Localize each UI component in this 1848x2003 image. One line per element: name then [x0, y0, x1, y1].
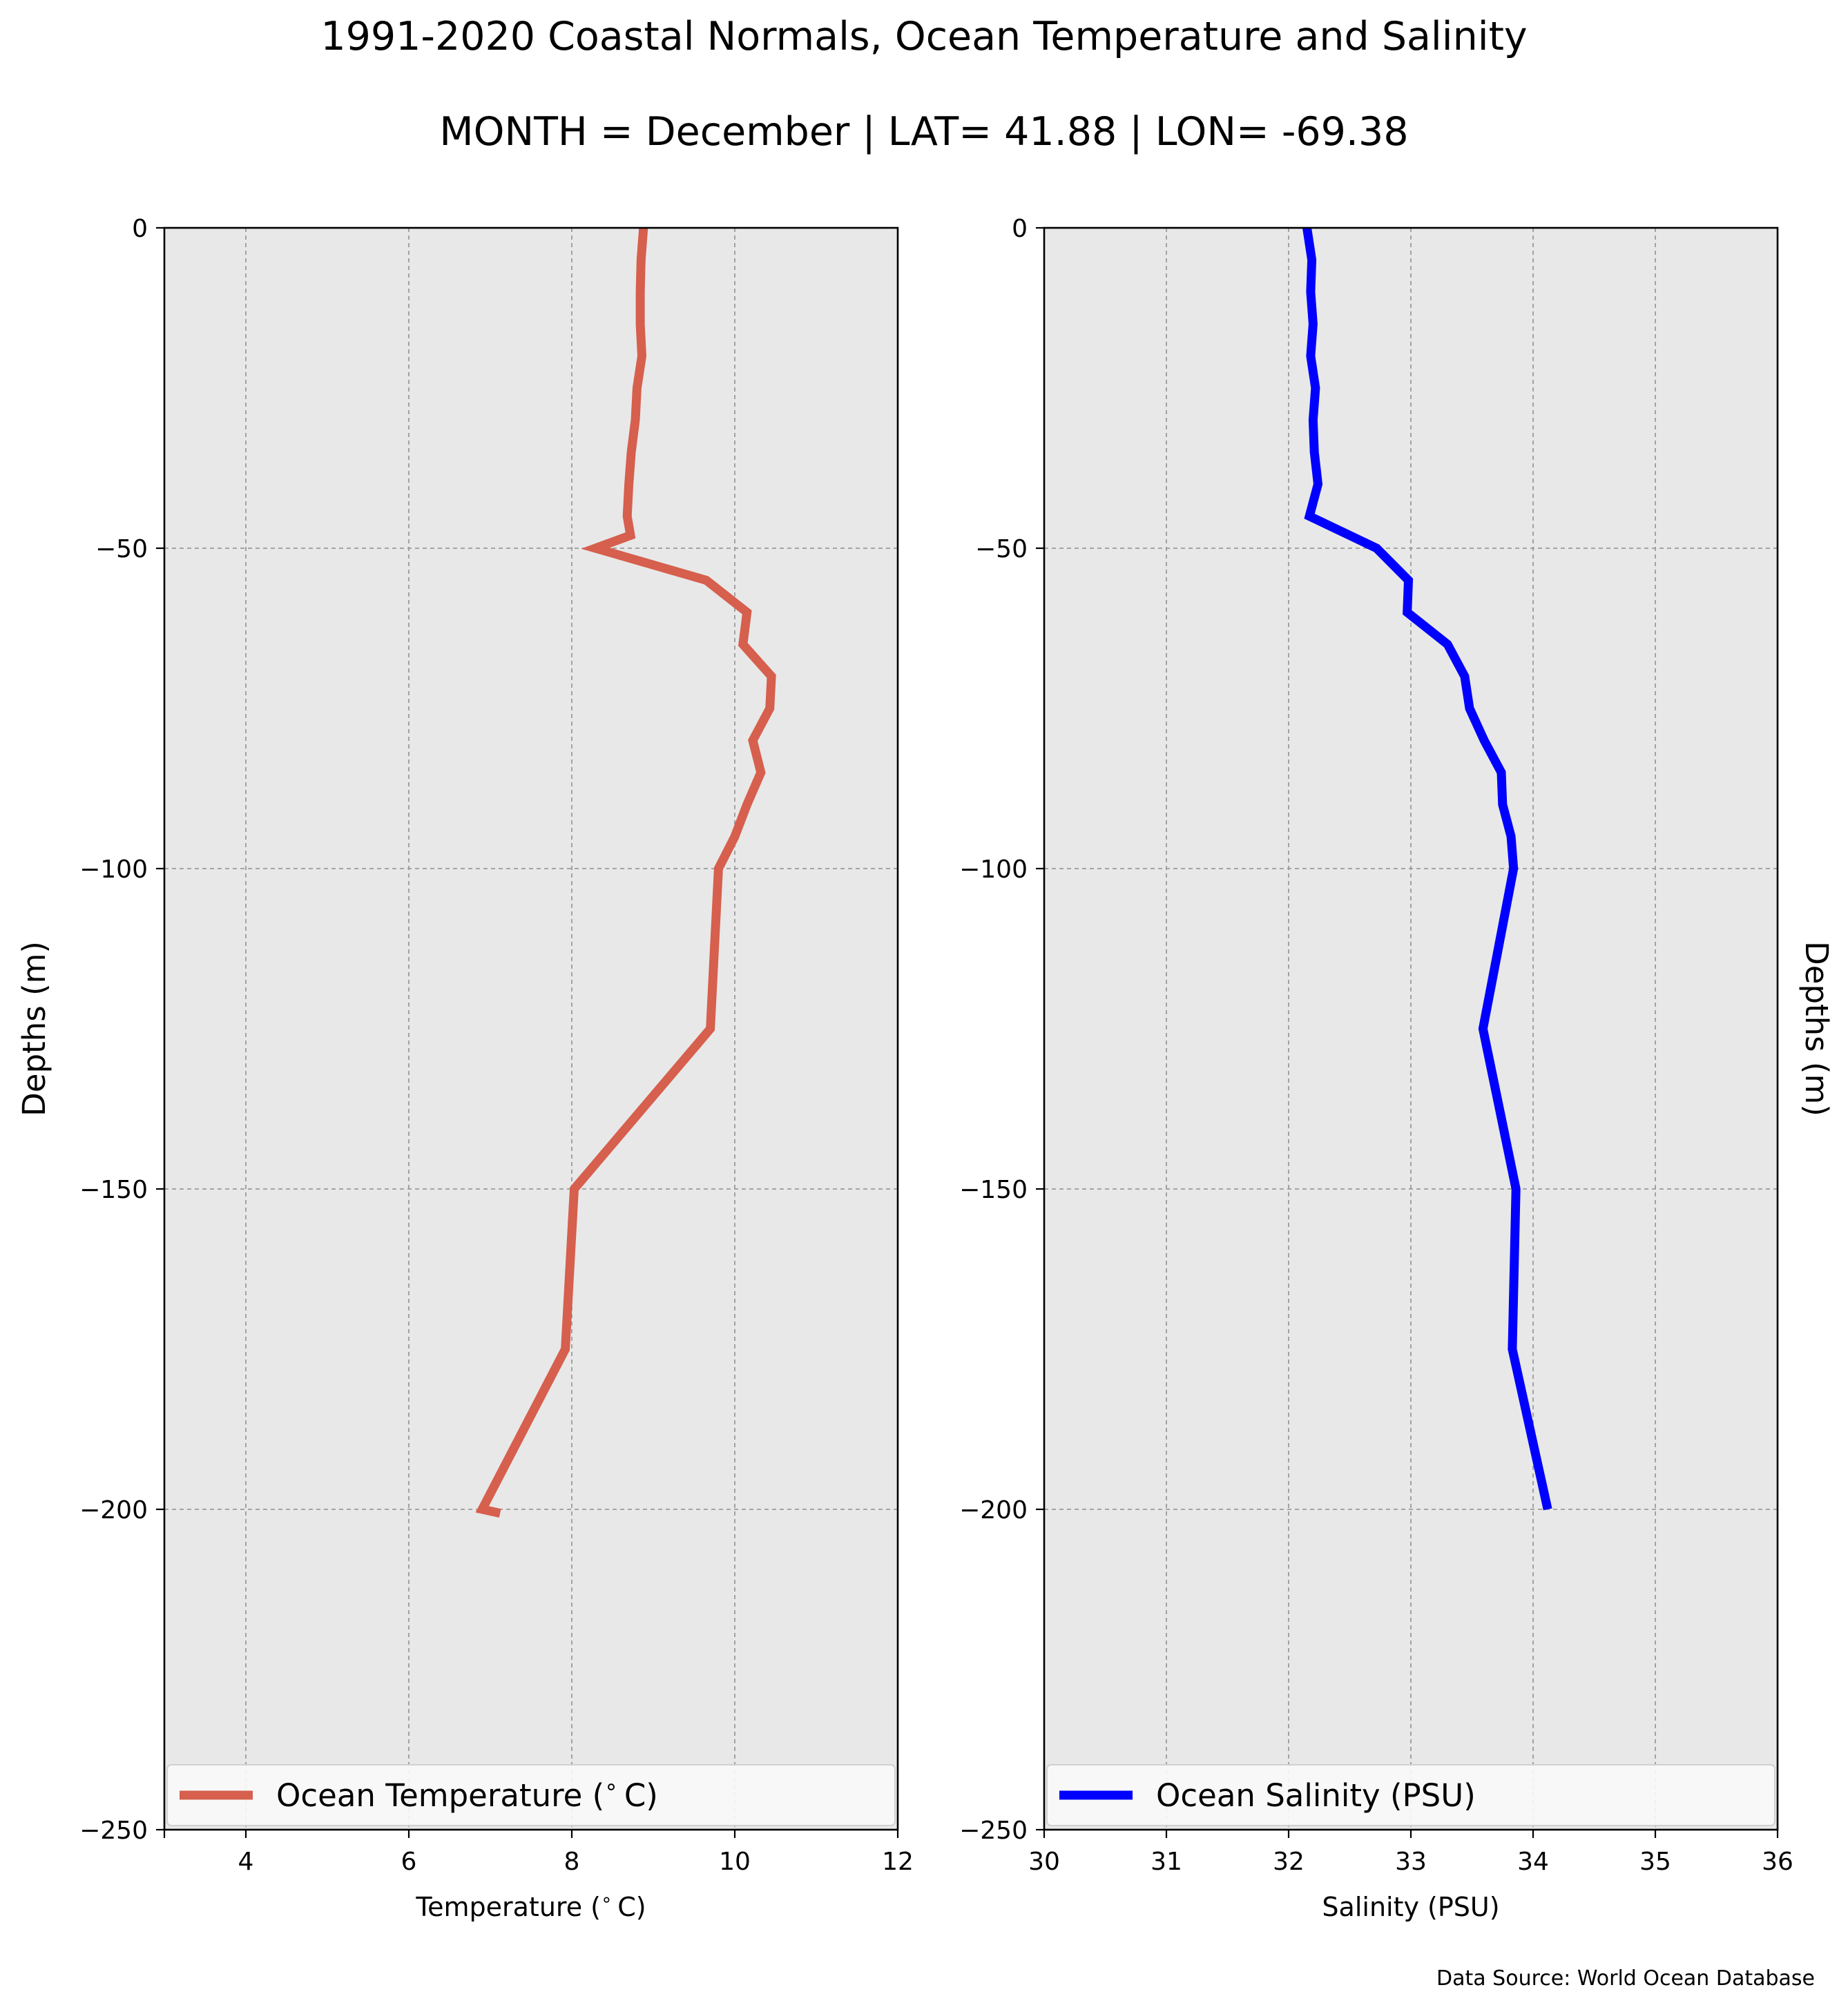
y-tick-label: −150: [79, 1176, 148, 1204]
y-tick-label: −100: [959, 855, 1028, 884]
x-tick-label: 8: [564, 1848, 580, 1876]
y-tick-label: −250: [79, 1817, 148, 1845]
legend-box: [1046, 1764, 1775, 1826]
y-axis-label: Depths (m): [1798, 941, 1835, 1116]
x-tick-label: 31: [1151, 1848, 1182, 1876]
legend-box: [166, 1764, 896, 1826]
temperature-chart: Ocean Temperature (∘ C) 4 6 8 10 12 0 −50 −100 −1…: [16, 215, 914, 1922]
x-axis-label: Salinity (PSU): [1322, 1892, 1499, 1922]
y-tick-label: −50: [975, 535, 1028, 563]
x-tick-label: 34: [1517, 1848, 1549, 1876]
y-tick-label: −50: [95, 535, 148, 563]
x-tick-label: 32: [1273, 1848, 1305, 1876]
figure-subtitle: MONTH = December | LAT= 41.88 | LON= -69…: [439, 109, 1408, 155]
y-tick-label: 0: [132, 215, 148, 243]
legend-label: Ocean Salinity (PSU): [1156, 1777, 1476, 1814]
x-tick-label: 12: [882, 1848, 914, 1876]
y-tick-label: −100: [79, 855, 148, 884]
y-tick-label: −200: [79, 1496, 148, 1525]
x-tick-label: 10: [719, 1848, 751, 1876]
x-tick-label: 30: [1028, 1848, 1060, 1876]
y-axis-label: Depths (m): [16, 941, 52, 1116]
plot-area: [164, 228, 898, 1830]
y-tick-label: 0: [1012, 215, 1028, 243]
y-tick-label: −150: [959, 1176, 1028, 1204]
series-line-0: [475, 227, 776, 1518]
y-tick-label: −200: [959, 1496, 1028, 1525]
y-tick-label: −250: [959, 1817, 1028, 1845]
x-tick-label: 6: [401, 1848, 417, 1876]
data-source-note: Data Source: World Ocean Database: [1436, 1966, 1815, 1991]
series-line-0: [1302, 227, 1552, 1511]
x-tick-label: 36: [1762, 1848, 1793, 1876]
axes-frame: [163, 226, 899, 1831]
legend-label: Ocean Temperature (∘ C): [276, 1774, 658, 1814]
x-tick-label: 33: [1395, 1848, 1427, 1876]
x-tick-label: 4: [238, 1848, 254, 1876]
figure-title: 1991-2020 Coastal Normals, Ocean Tempera…: [320, 14, 1527, 59]
x-tick-label: 35: [1639, 1848, 1671, 1876]
salinity-chart: Ocean Salinity (PSU) 30 31 32 33 34 35 36 0 −50 −1…: [959, 215, 1835, 1922]
x-axis-label: Temperature (∘ C): [415, 1889, 646, 1923]
